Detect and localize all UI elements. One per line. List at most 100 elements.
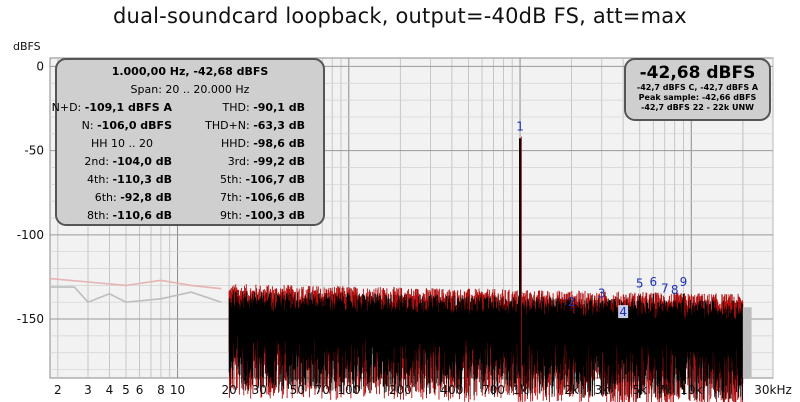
x-tick-label: 2 <box>54 383 62 397</box>
stat-right-label: 9th: <box>220 209 246 222</box>
stat-row: 2nd: -104,0 dB 3rd: -99,2 dB <box>57 155 327 171</box>
x-tick-label: 5k <box>632 383 647 397</box>
x-tick-label: 400 <box>440 383 463 397</box>
x-tick-label: 3 <box>84 383 92 397</box>
harmonic-label: 5 <box>636 276 644 290</box>
stat-left-label: 4th: <box>87 173 113 186</box>
harmonic-label-bg <box>618 305 629 319</box>
x-tick-label: 8 <box>157 383 165 397</box>
x-tick-label: 10k <box>680 383 702 397</box>
x-tick-label: 10 <box>170 383 185 397</box>
span-readout: Span: 20 .. 20.000 Hz <box>130 83 250 96</box>
unweighted-readout: -42,7 dBFS 22 - 22k UNW <box>641 103 754 112</box>
stat-left-label: 2nd: <box>84 155 113 168</box>
stat-right-value: -90,1 dB <box>253 101 305 114</box>
chart-title: dual-soundcard loopback, output=-40dB FS… <box>113 4 687 28</box>
x-axis-ticks: 2 3 4 5 6 8 10 20 30 50 70 100 200 400 700 1k 2k 3k 5k 7k 10… <box>54 383 792 397</box>
harmonic-label: 7 <box>661 282 669 296</box>
spectrum-traces <box>49 136 752 402</box>
stat-left-label: N: <box>81 119 98 132</box>
stat-right-label: THD+N: <box>205 119 254 132</box>
stat-right-value: -106,6 dB <box>245 191 305 204</box>
x-tick-label: 700 <box>482 383 505 397</box>
stat-left-label: 6th: <box>94 191 121 204</box>
stat-row: 4th: -110,3 dB 5th: -106,7 dB <box>57 173 327 189</box>
stat-left: 4th: -110,3 dB <box>87 173 172 186</box>
stat-right-value: -106,7 dB <box>245 173 305 186</box>
level-weighted-readout: -42,7 dBFS C, -42,7 dBFS A <box>636 83 759 92</box>
stat-right: 5th: -106,7 dB <box>220 173 305 186</box>
x-tick-label: 2k <box>564 383 579 397</box>
stat-right: HHD: -98,6 dB <box>221 137 305 150</box>
stat-right-value: -98,6 dB <box>253 137 305 150</box>
stat-left-label: HH 10 .. 20 <box>91 137 154 150</box>
stat-left: N: -106,0 dBFS <box>82 119 172 132</box>
y-tick-label: -150 <box>17 312 44 326</box>
harmonic-label: 8 <box>671 283 679 297</box>
stat-left-value: -106,0 dBFS <box>97 119 172 132</box>
peak-sample-readout: Peak sample: -42,66 dBFS <box>638 93 757 102</box>
y-axis-unit: dBFS <box>13 40 41 53</box>
stat-row: N+D: -109,1 dBFS A THD: -90,1 dB <box>52 101 327 117</box>
stat-row: N: -106,0 dBFS THD+N: -63,3 dB <box>57 119 327 135</box>
stat-right: THD+N: -63,3 dB <box>205 119 305 132</box>
x-tick-label: 7k <box>657 383 672 397</box>
stat-row: 6th: -92,8 dB 7th: -106,6 dB <box>57 191 327 207</box>
series-gray-line <box>50 286 222 304</box>
series-black-line <box>228 290 744 401</box>
stat-left-value: -104,0 dB <box>112 155 172 168</box>
harmonic-label: 4 <box>619 305 627 319</box>
level-panel: -42,68 dBFS -42,7 dBFS C, -42,7 dBFS A P… <box>624 58 771 121</box>
y-tick-label: -100 <box>17 228 44 242</box>
stat-right-label: HHD: <box>220 137 254 150</box>
stat-right-label: 3rd: <box>227 155 254 168</box>
stat-right: 9th: -100,3 dB <box>220 209 305 222</box>
y-tick-label: 0 <box>36 59 44 73</box>
y-axis-ticks: 0 -50 -100 -150 <box>17 59 44 326</box>
stat-right-label: THD: <box>222 101 254 114</box>
stat-right: 7th: -106,6 dB <box>220 191 305 204</box>
x-tick-label: 70 <box>315 383 330 397</box>
stat-left-value: -110,6 dB <box>112 209 172 222</box>
aa-region <box>742 307 752 378</box>
stat-left-value: -92,8 dB <box>120 191 172 204</box>
stat-left: HH 10 .. 20 <box>91 137 153 150</box>
stat-left: 2nd: -104,0 dB <box>84 155 172 168</box>
harmonic-label: 2 <box>568 295 576 309</box>
stat-left-label: N+D: <box>51 101 85 114</box>
stat-right-value: -99,2 dB <box>253 155 305 168</box>
x-tick-label: 1k <box>513 383 528 397</box>
harmonic-label: 6 <box>649 275 657 289</box>
level-main-readout: -42,68 dBFS <box>639 63 756 83</box>
x-tick-label: 50 <box>290 383 305 397</box>
x-tick-label: 30kHz <box>754 383 792 397</box>
harmonic-label: 3 <box>598 287 606 301</box>
x-tick-label: 200 <box>389 383 412 397</box>
stat-right-value: -63,3 dB <box>253 119 305 132</box>
x-tick-label: 6 <box>136 383 144 397</box>
stat-right-label: 5th: <box>220 173 246 186</box>
x-tick-label: 5 <box>122 383 130 397</box>
stat-left-value: -110,3 dB <box>112 173 172 186</box>
x-tick-label: 4 <box>106 383 114 397</box>
stat-right-label: 7th: <box>220 191 246 204</box>
series-pink-line <box>49 277 222 290</box>
stat-left: 6th: -92,8 dB <box>95 191 172 204</box>
stat-right-value: -100,3 dB <box>245 209 305 222</box>
harmonic-label: 1 <box>516 119 524 133</box>
harmonic-markers: 1 2 34 5 6 7 89 <box>516 119 687 319</box>
stat-left-label: 8th: <box>87 209 113 222</box>
y-tick-label: -50 <box>24 144 44 158</box>
stat-left-value: -109,1 dBFS A <box>84 101 172 114</box>
stat-left: 8th: -110,6 dB <box>87 209 172 222</box>
x-tick-label: 100 <box>337 383 360 397</box>
stat-row: HH 10 .. 20 HHD: -98,6 dB <box>57 137 327 153</box>
harmonic-label: 9 <box>680 275 688 289</box>
stat-left: N+D: -109,1 dBFS A <box>52 101 172 114</box>
x-tick-label: 20 <box>221 383 236 397</box>
stat-right: THD: -90,1 dB <box>223 101 305 114</box>
stat-right: 3rd: -99,2 dB <box>228 155 305 168</box>
statistics-panel: 1.000,00 Hz, -42,68 dBFS Span: 20 .. 20.… <box>52 58 327 226</box>
stat-row: 8th: -110,6 dB 9th: -100,3 dB <box>57 209 327 225</box>
fundamental-readout: 1.000,00 Hz, -42,68 dBFS <box>111 65 269 78</box>
